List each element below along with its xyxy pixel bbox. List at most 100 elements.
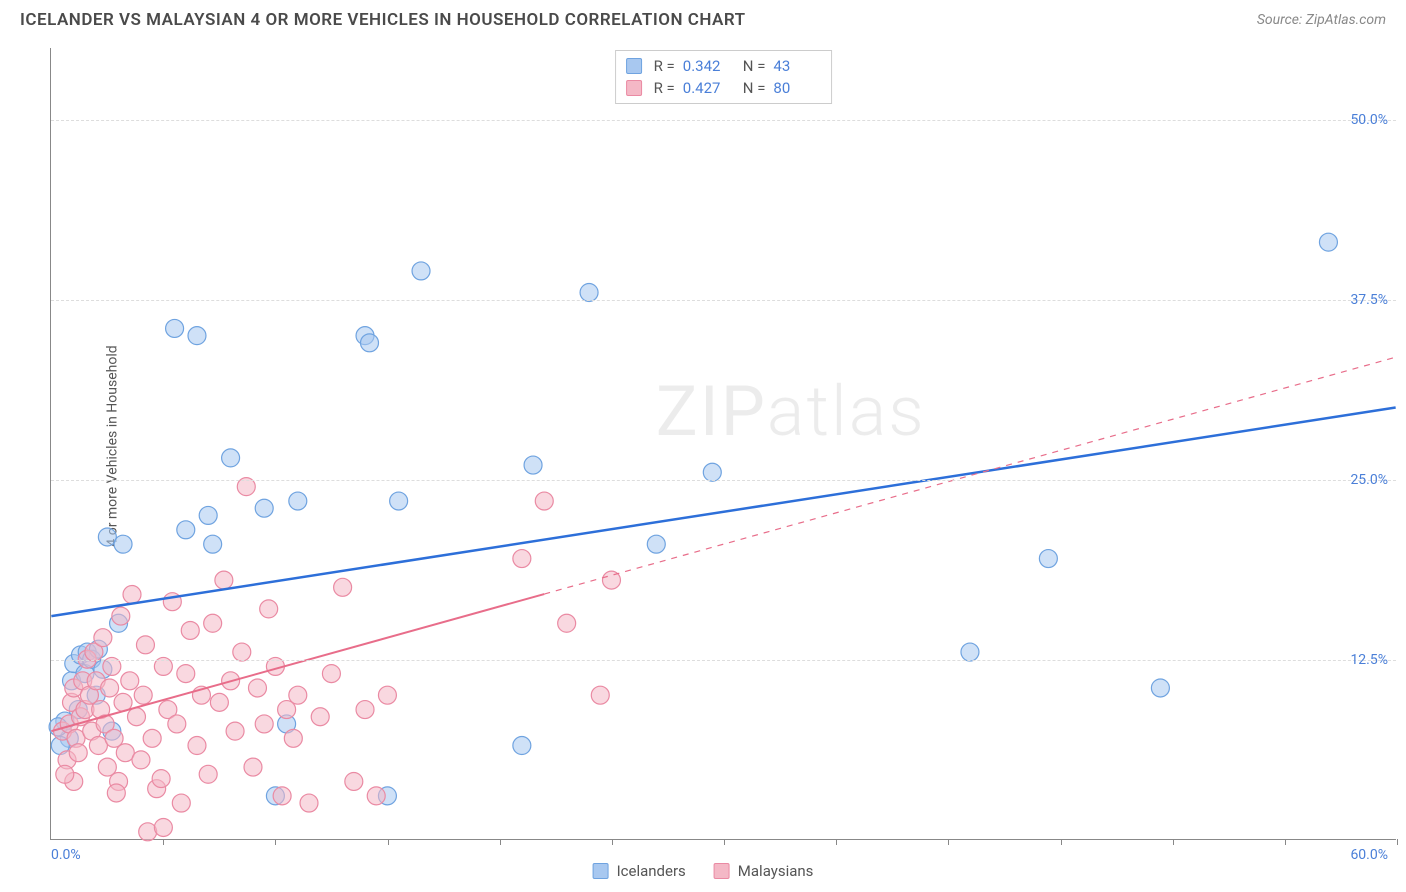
data-point — [961, 643, 979, 661]
data-point — [123, 586, 141, 604]
data-point — [226, 722, 244, 740]
data-point — [334, 578, 352, 596]
data-point — [177, 521, 195, 539]
series-legend: Icelanders Malaysians — [593, 862, 814, 880]
x-tick-max: 60.0% — [1350, 847, 1388, 863]
legend-swatch — [714, 863, 730, 879]
data-point — [222, 449, 240, 467]
gridline — [51, 300, 1396, 301]
data-point — [154, 819, 172, 837]
data-point — [390, 492, 408, 510]
gridline — [51, 120, 1396, 121]
data-point — [255, 499, 273, 517]
x-tick-mark — [724, 839, 725, 845]
data-point — [101, 679, 119, 697]
data-point — [181, 621, 199, 639]
x-tick-mark — [388, 839, 389, 845]
data-point — [69, 744, 87, 762]
gridline — [51, 660, 1396, 661]
data-point — [204, 614, 222, 632]
x-tick-mark — [1061, 839, 1062, 845]
data-point — [378, 686, 396, 704]
x-tick-mark — [275, 839, 276, 845]
x-tick-mark — [836, 839, 837, 845]
legend-swatch — [593, 863, 609, 879]
r-label: R = — [654, 57, 675, 75]
data-point — [94, 629, 112, 647]
data-point — [647, 535, 665, 553]
y-tick-label: 12.5% — [1350, 652, 1388, 668]
data-point — [284, 729, 302, 747]
y-tick-label: 25.0% — [1350, 472, 1388, 488]
n-label: N = — [743, 79, 766, 97]
legend-swatch — [626, 80, 642, 96]
r-value: 0.427 — [683, 79, 731, 97]
y-tick-label: 50.0% — [1350, 112, 1388, 128]
data-point — [215, 571, 233, 589]
data-point — [244, 758, 262, 776]
x-tick-mark — [1285, 839, 1286, 845]
data-point — [580, 284, 598, 302]
data-point — [361, 334, 379, 352]
x-tick-mark — [500, 839, 501, 845]
x-tick-mark — [612, 839, 613, 845]
data-point — [172, 794, 190, 812]
trend-line-extrapolated — [544, 357, 1395, 594]
data-point — [273, 787, 291, 805]
data-point — [255, 715, 273, 733]
legend-item: Malaysians — [714, 862, 814, 880]
data-point — [107, 784, 125, 802]
scatter-svg — [51, 48, 1396, 839]
data-point — [56, 765, 74, 783]
data-point — [412, 262, 430, 280]
legend-label: Icelanders — [617, 862, 686, 880]
data-point — [289, 492, 307, 510]
data-point — [311, 708, 329, 726]
data-point — [356, 701, 374, 719]
data-point — [188, 737, 206, 755]
chart-plot-area: R =0.342N =43R =0.427N =80 ZIPatlas 0.0%… — [50, 48, 1396, 840]
data-point — [204, 535, 222, 553]
r-value: 0.342 — [683, 57, 731, 75]
data-point — [524, 456, 542, 474]
data-point — [134, 686, 152, 704]
data-point — [367, 787, 385, 805]
data-point — [300, 794, 318, 812]
data-point — [114, 535, 132, 553]
data-point — [513, 550, 531, 568]
data-point — [210, 693, 228, 711]
data-point — [289, 686, 307, 704]
n-value: 43 — [773, 57, 821, 75]
data-point — [248, 679, 266, 697]
x-tick-mark — [1397, 839, 1398, 845]
data-point — [233, 643, 251, 661]
data-point — [535, 492, 553, 510]
y-tick-label: 37.5% — [1350, 292, 1388, 308]
source-link[interactable]: Source: ZipAtlas.com — [1257, 12, 1386, 28]
data-point — [322, 665, 340, 683]
data-point — [166, 319, 184, 337]
data-point — [703, 463, 721, 481]
data-point — [1039, 550, 1057, 568]
x-tick-mark — [1173, 839, 1174, 845]
data-point — [1151, 679, 1169, 697]
data-point — [199, 765, 217, 783]
data-point — [260, 600, 278, 618]
data-point — [1319, 233, 1337, 251]
r-label: R = — [654, 79, 675, 97]
data-point — [128, 708, 146, 726]
stats-row: R =0.427N =80 — [626, 77, 822, 99]
data-point — [177, 665, 195, 683]
data-point — [168, 715, 186, 733]
chart-title: ICELANDER VS MALAYSIAN 4 OR MORE VEHICLE… — [20, 10, 746, 30]
data-point — [591, 686, 609, 704]
data-point — [136, 636, 154, 654]
data-point — [121, 672, 139, 690]
stats-row: R =0.342N =43 — [626, 55, 822, 77]
data-point — [188, 327, 206, 345]
x-tick-min: 0.0% — [51, 847, 81, 863]
data-point — [112, 607, 130, 625]
legend-item: Icelanders — [593, 862, 686, 880]
data-point — [152, 770, 170, 788]
data-point — [139, 823, 157, 841]
